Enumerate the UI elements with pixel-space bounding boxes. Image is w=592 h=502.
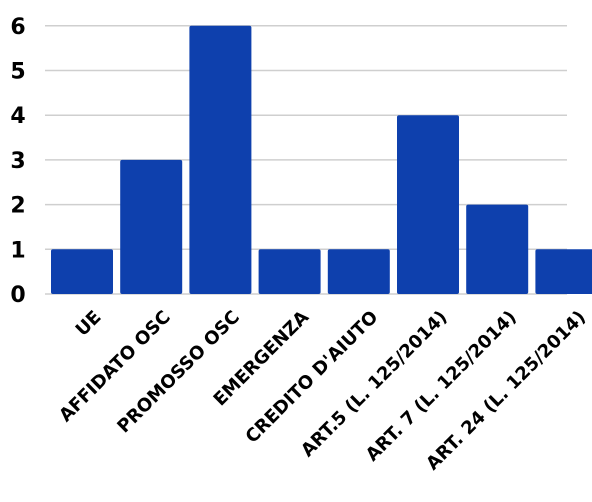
y-tick-label-3: 3 [10,149,25,174]
y-tick-label-5: 5 [10,60,25,85]
bar-6 [397,115,459,294]
bar-8 [535,249,592,294]
y-tick-label-6: 6 [10,15,25,40]
bar-1 [51,249,113,294]
y-axis-tick-labels: 0 1 2 3 4 5 6 [10,15,25,308]
bar-3 [189,25,252,295]
x-category-label-3: PROMOSSO OSC [113,307,244,438]
bar-5 [327,249,390,294]
bar-2 [120,159,183,294]
x-category-label-5: CREDITO D'AIUTO [242,307,383,448]
y-tick-label-4: 4 [10,104,25,129]
y-tick-label-0: 0 [10,283,25,308]
x-category-label-1: UE [72,307,106,341]
bars [51,25,592,295]
y-tick-label-1: 1 [10,238,25,263]
y-tick-label-2: 2 [10,194,25,219]
bar-7 [466,204,529,294]
bar-4 [258,249,321,294]
